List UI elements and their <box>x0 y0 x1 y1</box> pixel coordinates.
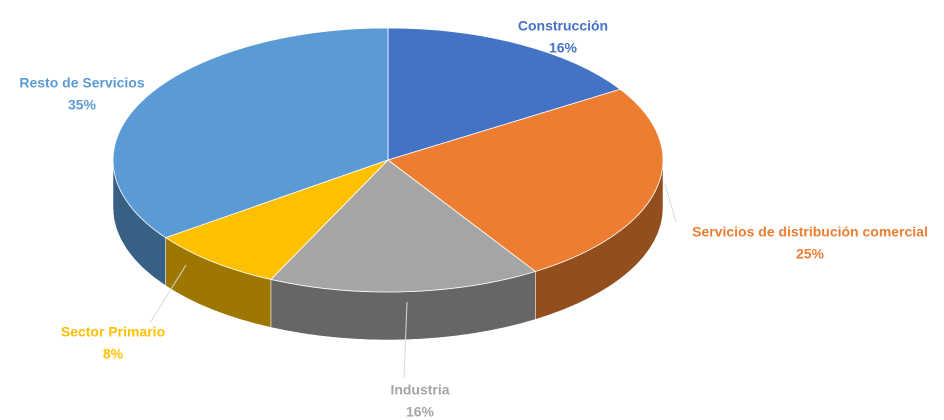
data-label-value: 25% <box>796 246 825 262</box>
data-label-value: 35% <box>68 97 97 113</box>
leader-line <box>403 301 408 379</box>
data-label-name: Sector Primario <box>61 324 165 340</box>
pie-slice <box>387 27 622 161</box>
data-label-name: Resto de Servicios <box>19 75 144 91</box>
pie-slice <box>270 159 537 293</box>
data-label-name: Industria <box>390 382 449 398</box>
data-label-value: 16% <box>406 404 435 420</box>
pie-slice <box>112 27 389 239</box>
leader-line <box>664 183 677 223</box>
pie-slice <box>164 159 389 280</box>
pie-slice <box>387 88 664 272</box>
data-label-value: 8% <box>103 346 124 362</box>
data-label-name: Servicios de distribución comercial <box>692 224 928 240</box>
leader-line <box>149 264 187 324</box>
data-label-name: Construcción <box>518 18 608 34</box>
data-label-value: 16% <box>549 40 578 56</box>
